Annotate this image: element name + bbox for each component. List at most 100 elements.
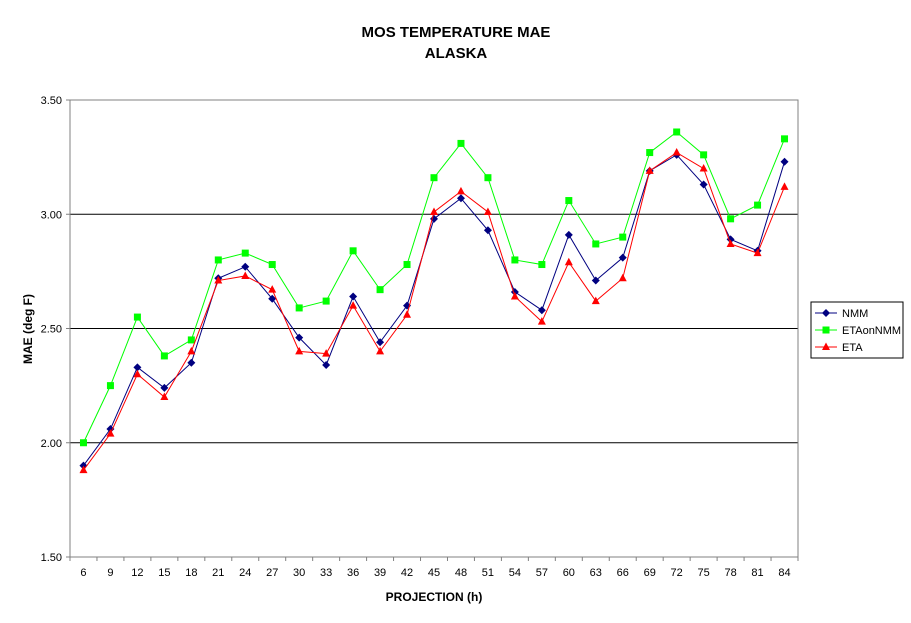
- data-point-ETA: [187, 346, 196, 355]
- data-point-NMM: [699, 180, 708, 189]
- data-point-ETA: [672, 148, 681, 156]
- data-point-NMM: [295, 333, 304, 342]
- data-point-NMM: [618, 253, 627, 262]
- y-tick-label: 2.50: [41, 324, 62, 336]
- x-tick-label: 30: [293, 567, 305, 579]
- data-point-ETAonNMM: [349, 247, 357, 255]
- x-tick-label: 81: [751, 567, 763, 579]
- chart-subtitle: ALASKA: [425, 45, 488, 62]
- data-point-ETA: [618, 273, 627, 282]
- data-point-ETAonNMM: [673, 128, 681, 136]
- data-point-ETA: [295, 346, 304, 355]
- x-tick-label: 63: [590, 567, 602, 579]
- data-point-ETAonNMM: [754, 201, 762, 209]
- x-tick-label: 60: [563, 567, 575, 579]
- data-point-ETA: [349, 301, 358, 309]
- chart-title: MOS TEMPERATURE MAE: [362, 24, 551, 41]
- legend-marker-ETA: [822, 342, 830, 350]
- data-point-ETA: [160, 392, 169, 401]
- data-point-ETA: [79, 465, 88, 474]
- data-point-ETAonNMM: [430, 174, 438, 182]
- data-point-NMM: [483, 226, 492, 235]
- y-axis-title: MAE (deg F): [21, 294, 35, 364]
- data-point-ETAonNMM: [511, 256, 519, 264]
- x-tick-label: 42: [401, 567, 413, 579]
- data-point-ETA: [456, 186, 465, 195]
- data-point-NMM: [160, 383, 169, 392]
- data-point-ETAonNMM: [160, 352, 168, 360]
- x-tick-label: 75: [698, 567, 710, 579]
- data-point-ETAonNMM: [295, 304, 303, 312]
- data-point-NMM: [268, 294, 277, 303]
- legend: NMM ETAonNMM ETA: [810, 301, 904, 359]
- data-point-ETAonNMM: [565, 197, 573, 205]
- data-point-ETAonNMM: [646, 149, 654, 157]
- series-line-ETA: [83, 151, 785, 471]
- data-point-NMM: [241, 262, 250, 271]
- data-point-ETA: [699, 164, 708, 172]
- data-point-ETAonNMM: [376, 286, 384, 294]
- y-tick-label: 1.50: [41, 552, 62, 564]
- data-point-NMM: [456, 194, 465, 203]
- y-tick-label: 2.00: [41, 438, 62, 450]
- data-point-ETAonNMM: [484, 174, 492, 182]
- data-point-ETA: [564, 257, 573, 266]
- series-line-NMM: [83, 154, 785, 466]
- data-point-ETA: [591, 296, 600, 305]
- data-point-ETA: [403, 310, 412, 318]
- y-tick-label: 3.50: [41, 95, 62, 107]
- data-point-NMM: [187, 358, 196, 367]
- data-point-ETAonNMM: [727, 215, 735, 223]
- data-point-ETAonNMM: [538, 261, 546, 269]
- x-tick-label: 24: [239, 567, 251, 579]
- data-point-ETAonNMM: [322, 297, 330, 305]
- x-tick-label: 21: [212, 567, 224, 579]
- x-axis-title: PROJECTION (h): [386, 590, 483, 604]
- x-tick-label: 12: [131, 567, 143, 579]
- data-point-ETA: [106, 429, 115, 437]
- data-point-ETA: [268, 285, 277, 293]
- data-point-NMM: [106, 425, 115, 434]
- x-tick-label: 9: [107, 567, 113, 579]
- data-point-ETAonNMM: [781, 135, 789, 143]
- data-point-ETAonNMM: [79, 439, 87, 447]
- data-point-ETA: [753, 248, 762, 257]
- x-tick-label: 33: [320, 567, 332, 579]
- data-point-ETA: [726, 239, 735, 247]
- data-point-ETA: [537, 317, 546, 325]
- x-tick-label: 6: [80, 567, 86, 579]
- x-tick-label: 78: [724, 567, 736, 579]
- data-point-ETAonNMM: [268, 261, 276, 269]
- data-point-ETAonNMM: [133, 313, 141, 321]
- data-point-ETAonNMM: [241, 249, 249, 257]
- x-tick-label: 48: [455, 567, 467, 579]
- x-tick-label: 27: [266, 567, 278, 579]
- data-point-ETA: [214, 276, 223, 284]
- data-point-ETA: [376, 346, 385, 355]
- data-point-ETAonNMM: [619, 233, 627, 241]
- y-tick-label: 3.00: [41, 209, 62, 221]
- x-tick-label: 54: [509, 567, 521, 579]
- data-point-NMM: [780, 157, 789, 166]
- x-tick-label: 84: [778, 567, 790, 579]
- data-point-ETAonNMM: [700, 151, 708, 159]
- data-point-ETA: [483, 207, 492, 215]
- data-point-ETAonNMM: [187, 336, 195, 344]
- data-point-NMM: [322, 361, 331, 370]
- x-tick-label: 72: [671, 567, 683, 579]
- legend-label-ETA: ETA: [842, 342, 863, 354]
- x-tick-label: 45: [428, 567, 440, 579]
- data-point-ETA: [241, 271, 250, 279]
- data-point-NMM: [349, 292, 358, 301]
- data-point-NMM: [133, 363, 142, 372]
- data-point-NMM: [376, 338, 385, 347]
- x-tick-label: 39: [374, 567, 386, 579]
- plot-area: 1.502.002.503.003.506 9 12 15 18 21 24 27 30 33 36…: [41, 95, 799, 579]
- data-point-ETA: [322, 349, 331, 357]
- data-point-ETA: [133, 369, 142, 378]
- data-point-ETAonNMM: [592, 240, 600, 248]
- data-point-NMM: [537, 306, 546, 315]
- x-tick-label: 15: [158, 567, 170, 579]
- data-point-ETA: [645, 166, 654, 174]
